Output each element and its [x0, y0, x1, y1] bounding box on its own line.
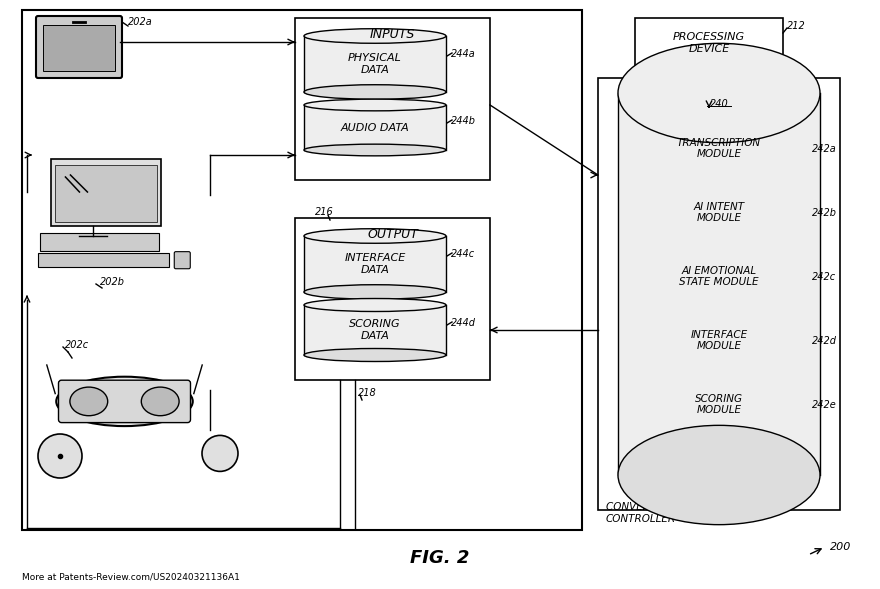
Text: CONVERSATION TRAINING
CONTROLLER: CONVERSATION TRAINING CONTROLLER [606, 502, 742, 524]
Ellipse shape [70, 387, 107, 416]
Text: 210: 210 [746, 483, 765, 493]
Bar [631, 248, 807, 305]
Bar [22, 10, 582, 530]
Bar [43, 25, 115, 71]
Ellipse shape [304, 85, 446, 100]
Bar [631, 376, 807, 433]
FancyBboxPatch shape [58, 380, 190, 422]
Ellipse shape [304, 99, 446, 111]
FancyBboxPatch shape [36, 16, 122, 78]
Bar [51, 159, 161, 226]
Bar [304, 305, 446, 355]
Text: 202b: 202b [100, 277, 125, 287]
Ellipse shape [304, 284, 446, 299]
Text: OUTPUT: OUTPUT [367, 227, 418, 240]
Ellipse shape [304, 299, 446, 312]
Text: 242b: 242b [812, 207, 837, 217]
Bar [631, 120, 807, 177]
Ellipse shape [618, 425, 820, 525]
Text: 244b: 244b [451, 116, 476, 126]
Text: INTERFACE
MODULE: INTERFACE MODULE [691, 330, 748, 351]
Text: PHYSICAL
DATA: PHYSICAL DATA [348, 53, 402, 75]
Bar [598, 78, 840, 510]
Ellipse shape [304, 229, 446, 243]
Text: 218: 218 [358, 388, 377, 398]
Bar [304, 105, 446, 150]
Text: FIG. 2: FIG. 2 [410, 549, 470, 567]
Bar [55, 165, 157, 221]
Text: 202c: 202c [65, 340, 89, 350]
Ellipse shape [304, 29, 446, 43]
Text: 244a: 244a [451, 49, 476, 59]
Bar [631, 312, 807, 369]
Bar [40, 233, 159, 251]
Text: INPUTS: INPUTS [370, 28, 415, 41]
Text: AI INTENT
MODULE: AI INTENT MODULE [693, 201, 744, 223]
Text: INTERFACE
DATA: INTERFACE DATA [344, 253, 406, 275]
Text: More at Patents-Review.com/US20240321136A1: More at Patents-Review.com/US20240321136… [22, 573, 240, 581]
Bar [304, 36, 446, 92]
Text: 242c: 242c [812, 272, 836, 282]
Text: 212: 212 [787, 21, 806, 31]
FancyBboxPatch shape [174, 252, 190, 269]
Text: SCORING
MODULE: SCORING MODULE [695, 393, 743, 415]
Text: 202a: 202a [128, 17, 153, 27]
Text: 240: 240 [709, 99, 729, 109]
Ellipse shape [304, 349, 446, 362]
Bar [618, 93, 820, 475]
Text: 242d: 242d [812, 336, 837, 346]
Ellipse shape [56, 377, 193, 426]
Text: AI EMOTIONAL
STATE MODULE: AI EMOTIONAL STATE MODULE [679, 266, 759, 287]
Text: AUDIO DATA: AUDIO DATA [341, 123, 409, 133]
Bar [631, 184, 807, 241]
Ellipse shape [142, 387, 180, 416]
Ellipse shape [618, 44, 820, 143]
Text: SCORING
DATA: SCORING DATA [349, 319, 400, 341]
Text: 200: 200 [830, 542, 851, 552]
Text: 244c: 244c [451, 249, 475, 259]
Text: 242a: 242a [812, 144, 837, 154]
Circle shape [38, 434, 82, 478]
Ellipse shape [304, 144, 446, 156]
Bar [295, 18, 490, 180]
Text: 242e: 242e [812, 399, 837, 409]
Bar [38, 253, 169, 267]
Text: 216: 216 [315, 207, 334, 217]
Bar [304, 236, 446, 292]
Bar [635, 18, 783, 68]
Text: TRANSCRIPTION
MODULE: TRANSCRIPTION MODULE [677, 138, 761, 159]
Text: PROCESSING
DEVICE: PROCESSING DEVICE [673, 32, 745, 54]
Bar [295, 218, 490, 380]
Circle shape [202, 435, 238, 471]
Text: 244d: 244d [451, 318, 476, 328]
